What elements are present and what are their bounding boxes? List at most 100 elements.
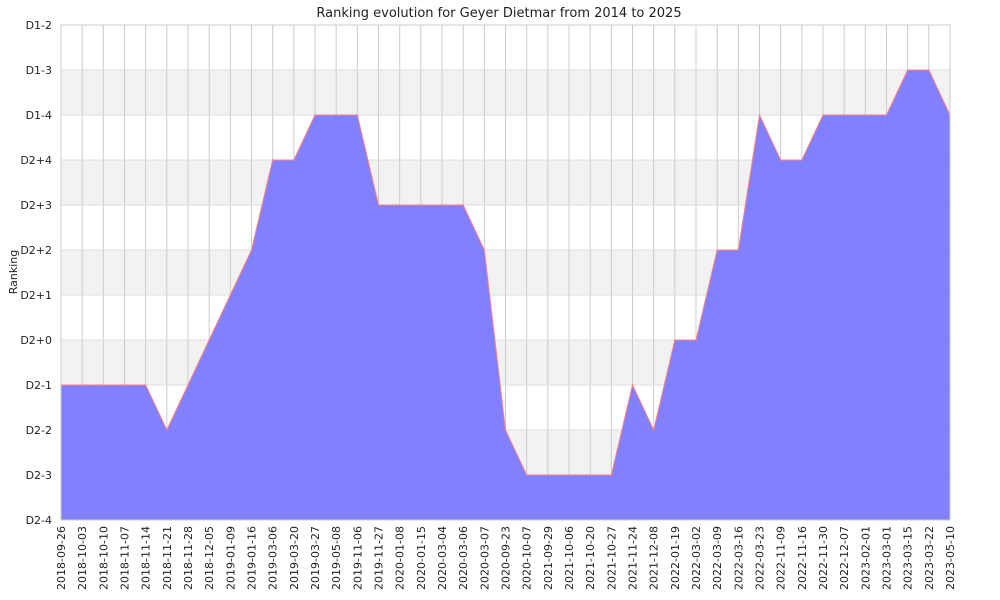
x-tick-label-5: 2018-11-21: [161, 526, 174, 590]
x-tick-label-10: 2019-03-06: [267, 526, 280, 590]
x-tick-label-25: 2021-10-20: [584, 526, 597, 590]
data-point-16: [398, 204, 401, 206]
y-tick-label-8: D2+4: [20, 154, 52, 167]
data-point-39: [885, 114, 888, 116]
x-tick-label-19: 2020-03-06: [457, 526, 470, 590]
x-tick-label-42: 2023-05-10: [944, 526, 957, 590]
x-tick-label-28: 2021-12-08: [648, 526, 661, 590]
data-point-2: [102, 384, 105, 386]
x-tick-label-16: 2020-01-08: [394, 526, 407, 590]
x-tick-label-13: 2019-05-08: [330, 526, 343, 590]
data-point-27: [631, 384, 634, 386]
data-point-21: [504, 429, 507, 431]
y-tick-label-7: D2+3: [20, 199, 52, 212]
x-tick-label-30: 2022-03-02: [690, 526, 703, 590]
data-point-28: [652, 429, 655, 431]
x-tick-label-34: 2022-11-09: [775, 526, 788, 590]
data-point-37: [843, 114, 845, 116]
data-point-9: [250, 249, 253, 251]
data-point-11: [293, 159, 295, 161]
x-tick-label-15: 2019-11-27: [373, 526, 386, 590]
data-point-22: [525, 474, 528, 476]
data-point-24: [568, 474, 570, 476]
y-tick-label-10: D1-3: [26, 64, 52, 77]
y-tick-label-6: D2+2: [20, 244, 52, 257]
data-point-13: [335, 114, 337, 116]
plot-frame: [60, 24, 951, 521]
data-point-41: [928, 69, 930, 71]
data-point-30: [695, 339, 697, 341]
data-point-29: [674, 339, 676, 341]
y-tick-label-9: D1-4: [26, 109, 52, 122]
data-point-5: [166, 429, 168, 431]
x-tick-label-6: 2018-11-28: [182, 526, 195, 590]
chart-title: Ranking evolution for Geyer Dietmar from…: [316, 6, 681, 21]
y-tick-labels: D2-4 D2-3 D2-2 D2-1 D2+0 D2+1 D2+2 D2+3 D2+4 D1-4…: [20, 19, 52, 527]
data-point-38: [864, 114, 867, 116]
y-tick-label-4: D2+0: [20, 334, 52, 347]
data-point-35: [801, 159, 803, 161]
data-point-31: [716, 249, 718, 251]
x-tick-label-12: 2019-03-27: [309, 526, 322, 590]
x-tick-label-20: 2020-03-07: [478, 526, 491, 590]
x-tick-label-21: 2020-09-23: [500, 526, 513, 590]
data-point-3: [123, 384, 126, 386]
data-point-34: [779, 159, 782, 161]
y-tick-label-3: D2-1: [26, 379, 52, 392]
x-tick-label-23: 2021-09-29: [542, 526, 555, 590]
data-point-26: [610, 474, 613, 476]
data-point-23: [547, 474, 549, 476]
x-tick-label-40: 2023-03-15: [902, 526, 915, 590]
data-point-15: [377, 204, 380, 206]
x-tick-label-0: 2018-09-26: [55, 526, 68, 590]
x-tick-label-14: 2019-11-06: [351, 526, 364, 590]
x-tick-label-33: 2022-03-23: [754, 526, 767, 590]
x-tick-label-3: 2018-11-07: [119, 526, 132, 590]
data-point-20: [483, 249, 486, 251]
data-point-36: [822, 114, 824, 116]
data-point-7: [208, 339, 210, 341]
x-tick-label-2: 2018-10-10: [97, 526, 110, 590]
plot-border: [60, 24, 951, 521]
x-tick-label-41: 2023-03-22: [923, 526, 936, 590]
data-point-25: [589, 474, 591, 476]
x-tick-label-4: 2018-11-14: [140, 526, 153, 590]
data-point-10: [271, 159, 274, 161]
y-axis-label: Ranking: [7, 250, 20, 295]
data-point-19: [462, 204, 464, 206]
data-point-1: [81, 384, 83, 386]
x-tick-label-36: 2022-11-30: [817, 526, 830, 590]
x-tick-label-1: 2018-10-03: [76, 526, 89, 590]
x-tick-label-27: 2021-11-24: [627, 526, 640, 590]
data-point-6: [187, 384, 189, 386]
x-tick-labels: 2018-09-26 2018-10-03 2018-10-10 2018-11-07…: [55, 526, 957, 590]
data-point-32: [737, 249, 740, 251]
y-tick-label-5: D2+1: [20, 289, 52, 302]
x-tick-label-22: 2020-10-07: [521, 526, 534, 590]
data-point-17: [420, 204, 422, 206]
data-point-33: [758, 114, 761, 116]
data-point-40: [906, 69, 909, 71]
x-tick-label-7: 2018-12-05: [203, 526, 216, 590]
data-point-18: [441, 204, 443, 206]
data-point-4: [144, 384, 147, 386]
y-tick-label-11: D1-2: [26, 19, 52, 32]
x-tick-label-9: 2019-01-16: [246, 526, 259, 590]
x-tick-label-39: 2023-03-01: [881, 526, 894, 590]
x-tick-label-11: 2019-03-20: [288, 526, 301, 590]
x-tick-label-35: 2022-11-16: [796, 526, 809, 590]
y-tick-label-0: D2-4: [26, 514, 52, 527]
ranking-area: [60, 69, 951, 520]
x-tick-label-17: 2020-01-15: [415, 526, 428, 590]
data-point-12: [314, 114, 316, 116]
x-tick-label-26: 2021-10-27: [605, 526, 618, 590]
series-area: [61, 70, 950, 520]
x-tick-label-29: 2022-01-19: [669, 526, 682, 590]
x-tick-label-37: 2022-12-07: [838, 526, 851, 590]
x-tick-label-32: 2022-03-16: [732, 526, 745, 590]
y-tick-label-1: D2-3: [26, 469, 52, 482]
x-tick-label-18: 2020-03-04: [436, 526, 449, 590]
y-tick-label-2: D2-2: [26, 424, 52, 437]
x-tick-label-38: 2023-02-01: [859, 526, 872, 590]
